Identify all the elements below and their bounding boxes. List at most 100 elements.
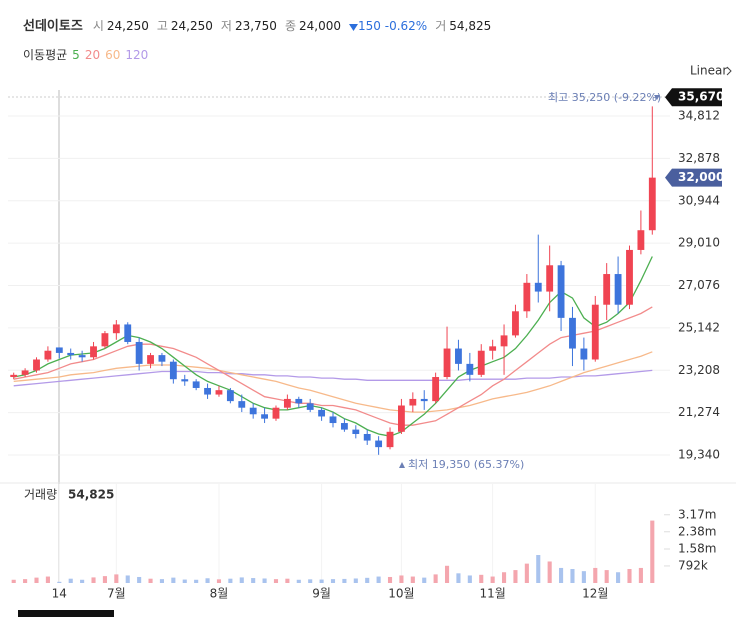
candle-body xyxy=(21,370,29,375)
candle-body xyxy=(78,355,86,358)
volume-bar xyxy=(490,576,495,583)
volume-bar xyxy=(650,520,655,583)
volume-bar xyxy=(353,578,358,583)
ma-line xyxy=(13,306,653,426)
volume-tick-label: 792k xyxy=(678,558,708,572)
stock-name: 선데이토즈 xyxy=(23,19,83,34)
candle-body xyxy=(33,359,40,371)
candle-body xyxy=(215,390,223,395)
x-tick-label: 12월 xyxy=(582,587,608,601)
scale-toggle[interactable]: Linear xyxy=(690,64,727,78)
candle-body xyxy=(169,361,177,380)
candle-body xyxy=(44,350,52,360)
volume-bar xyxy=(194,579,199,583)
volume-bar xyxy=(80,579,85,583)
candle-body xyxy=(432,377,440,402)
candle-body xyxy=(283,398,291,408)
volume-bar xyxy=(285,578,290,583)
y-tick-label: 29,010 xyxy=(678,236,720,250)
volume-bar xyxy=(513,570,518,583)
volume-bar xyxy=(570,569,575,583)
field-value: 24,250 xyxy=(170,19,213,33)
scrollbar[interactable] xyxy=(18,610,114,617)
volume-bar xyxy=(171,577,176,583)
volume-bar xyxy=(604,570,609,583)
candle-body xyxy=(112,324,120,334)
field-value: 24,250 xyxy=(106,19,149,33)
volume-bar xyxy=(308,579,313,583)
candle-body xyxy=(409,398,417,406)
volume-value: 54,825 xyxy=(68,488,114,502)
field-label: 고 xyxy=(156,19,168,33)
ma-legend-item: 5 xyxy=(72,48,80,62)
candle-body xyxy=(295,398,303,404)
volume-field-value: 54,825 xyxy=(449,19,492,33)
volume-bar xyxy=(365,577,370,583)
volume-tick-label: 2.38m xyxy=(678,524,716,538)
candle-body xyxy=(546,265,554,292)
volume-bar xyxy=(11,579,16,583)
grid xyxy=(8,115,670,583)
low-marker xyxy=(399,462,405,468)
volume-title: 거래량 xyxy=(24,488,57,502)
x-tick-label: 10월 xyxy=(388,587,414,601)
candle-body xyxy=(637,230,645,250)
y-tick-label: 21,274 xyxy=(678,405,720,419)
field-label: 시 xyxy=(92,19,104,33)
candle-body xyxy=(523,282,531,312)
volume-bar xyxy=(239,577,244,583)
header: 선데이토즈 시 24,250 고 24,250 저 23,750 종 24,000 150 -0.… xyxy=(23,15,499,34)
volume-bar xyxy=(536,555,541,583)
field-value: 23,750 xyxy=(234,19,277,33)
scale-chevron[interactable] xyxy=(726,66,732,76)
volume-bar xyxy=(547,561,552,583)
volume-bar xyxy=(137,576,142,583)
volume-bar xyxy=(387,576,393,583)
candle-body xyxy=(261,414,268,419)
volume-bar xyxy=(422,577,427,583)
volume-tick-label: 3.17m xyxy=(678,507,716,521)
volume-bar xyxy=(296,579,301,583)
volume-bar xyxy=(262,578,267,583)
down-arrow xyxy=(349,23,358,31)
volume-bar xyxy=(182,579,187,583)
low-annotation: 최저 19,350 (65.37%) xyxy=(408,458,524,471)
volume-tick-label: 1.58m xyxy=(678,541,716,555)
candle-body xyxy=(534,282,542,292)
y-tick-label: 27,076 xyxy=(678,278,720,292)
candle-body xyxy=(443,348,451,378)
y-tick-label: 19,340 xyxy=(678,448,720,462)
volume-bar xyxy=(399,575,404,583)
candle-body xyxy=(363,433,371,441)
candle-body xyxy=(591,304,599,360)
volume-bar xyxy=(559,567,564,583)
candle-body xyxy=(340,423,348,430)
volume-bar xyxy=(330,579,336,583)
candle-body xyxy=(329,416,337,424)
high-marker xyxy=(654,95,660,100)
candle-body xyxy=(398,405,405,432)
volume-bar xyxy=(205,578,210,583)
field-value: 24,000 xyxy=(299,19,341,33)
change-pct: -0.62% xyxy=(384,19,428,33)
volume-bar xyxy=(125,575,130,583)
field-label: 저 xyxy=(220,19,232,33)
candle-body xyxy=(249,407,257,415)
volume-bar xyxy=(524,563,529,583)
x-tick-label: 14 xyxy=(52,587,67,601)
candle-body xyxy=(147,355,154,364)
price-tag xyxy=(665,88,722,107)
candle-body xyxy=(455,348,462,364)
candle-body xyxy=(238,401,246,408)
volume-bar xyxy=(114,574,119,583)
candle-body xyxy=(226,390,234,402)
x-tick-label: 8월 xyxy=(210,587,229,601)
volume-bar xyxy=(376,576,381,583)
candle-body xyxy=(90,346,97,358)
candle-body xyxy=(158,355,166,362)
volume-bar xyxy=(593,567,598,583)
field-label: 종 xyxy=(284,19,296,33)
candle-body xyxy=(466,363,474,375)
candle-body xyxy=(648,177,656,231)
